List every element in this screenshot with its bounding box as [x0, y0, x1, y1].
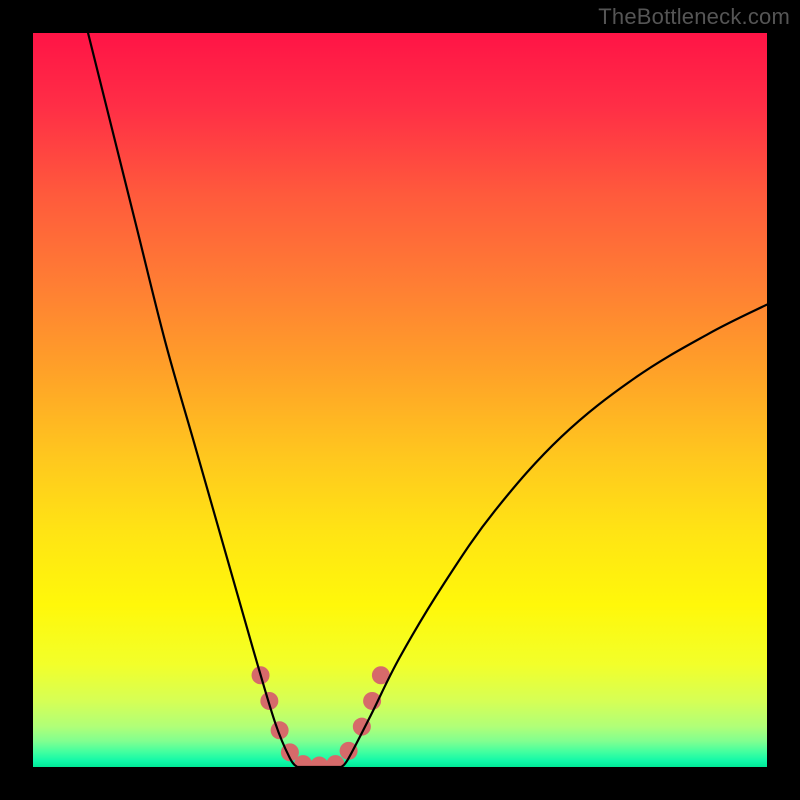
watermark-label: TheBottleneck.com: [598, 4, 790, 30]
bottleneck-chart: [0, 0, 800, 800]
